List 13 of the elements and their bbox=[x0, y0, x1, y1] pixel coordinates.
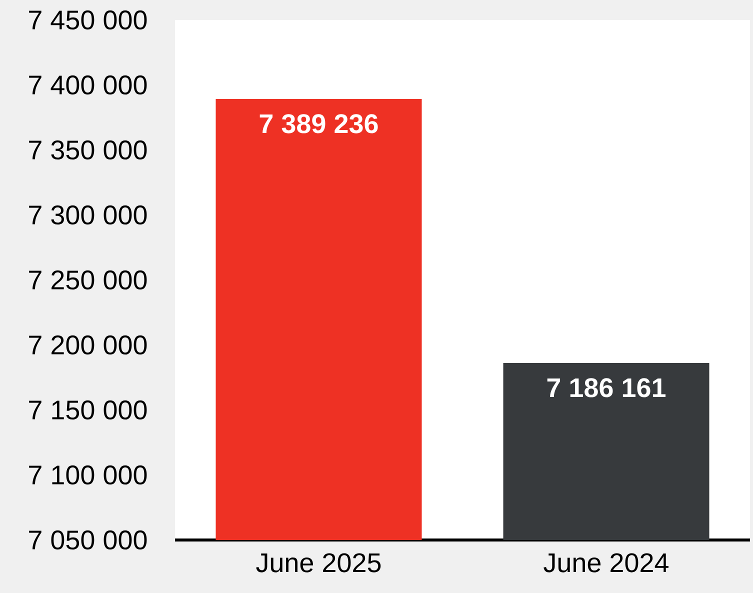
y-tick-label: 7 100 000 bbox=[29, 465, 147, 485]
y-tick-label: 7 300 000 bbox=[29, 205, 147, 225]
y-tick-label: 7 350 000 bbox=[29, 140, 147, 160]
y-tick-label: 7 450 000 bbox=[29, 10, 147, 30]
y-tick-label: 7 050 000 bbox=[29, 530, 147, 550]
y-tick-label: 7 250 000 bbox=[29, 270, 147, 290]
y-tick-label: 7 200 000 bbox=[29, 335, 147, 355]
x-tick-label: June 2024 bbox=[544, 553, 668, 572]
data-label: 7 186 161 bbox=[547, 378, 666, 398]
y-tick-label: 7 400 000 bbox=[29, 75, 147, 95]
data-label: 7 389 236 bbox=[260, 114, 378, 134]
x-tick-label: June 2025 bbox=[256, 553, 381, 572]
y-tick-label: 7 150 000 bbox=[29, 400, 147, 420]
